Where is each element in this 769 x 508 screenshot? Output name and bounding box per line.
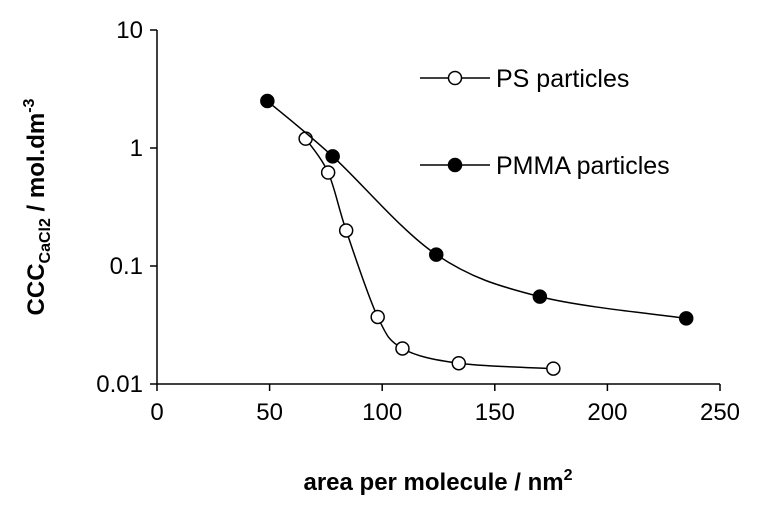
marker — [532, 289, 548, 304]
x-axis-title: area per molecule / nm2 — [303, 467, 572, 496]
legend-marker — [447, 70, 463, 86]
marker — [678, 311, 694, 326]
marker — [338, 223, 354, 238]
series-line — [266, 100, 687, 320]
marker — [298, 131, 313, 146]
y-tick-label: 0.01 — [96, 371, 143, 398]
marker — [325, 149, 340, 164]
legend-marker — [447, 157, 463, 173]
y-tick-label: 10 — [116, 17, 143, 44]
marker — [428, 247, 444, 262]
x-tick-label: 100 — [362, 399, 402, 426]
y-axis-title-sup: -3 — [21, 98, 38, 112]
marker — [370, 309, 385, 325]
x-axis-title-text: area per molecule / nm — [303, 469, 563, 496]
y-tick-label: 0.1 — [110, 253, 143, 280]
marker — [260, 93, 275, 109]
marker — [320, 165, 336, 180]
marker — [395, 341, 410, 356]
y-axis-title-sub: CaCl2 — [37, 218, 54, 263]
y-axis-title: CCCCaCl2 / mol.dm-3 — [21, 98, 54, 315]
x-tick-label: 150 — [475, 399, 515, 426]
legend-label: PS particles — [496, 65, 629, 93]
y-axis-title-text: CCC — [23, 263, 50, 315]
y-axis-title-rest: / mol.dm — [23, 113, 50, 218]
x-tick-label: 200 — [587, 399, 627, 426]
y-tick-label: 1 — [130, 135, 143, 162]
x-axis-title-sup: 2 — [564, 467, 573, 484]
x-tick-label: 0 — [150, 399, 163, 426]
marker — [546, 361, 561, 376]
x-tick-label: 50 — [256, 399, 283, 426]
x-tick-label: 250 — [700, 399, 740, 426]
legend-label: PMMA particles — [496, 152, 670, 180]
marker — [451, 355, 467, 371]
